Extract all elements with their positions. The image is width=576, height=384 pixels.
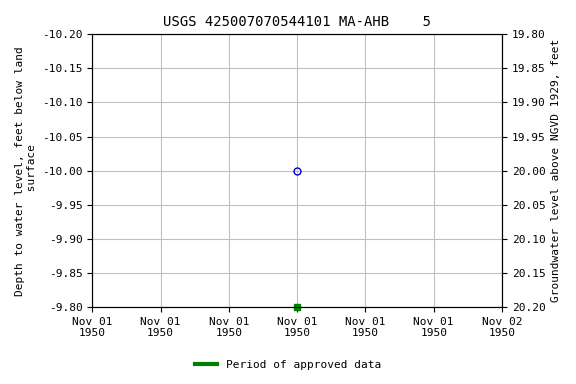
Title: USGS 425007070544101 MA-AHB    5: USGS 425007070544101 MA-AHB 5 — [163, 15, 431, 29]
Y-axis label: Depth to water level, feet below land
 surface: Depth to water level, feet below land su… — [15, 46, 37, 296]
Y-axis label: Groundwater level above NGVD 1929, feet: Groundwater level above NGVD 1929, feet — [551, 39, 561, 302]
Legend: Period of approved data: Period of approved data — [191, 356, 385, 375]
